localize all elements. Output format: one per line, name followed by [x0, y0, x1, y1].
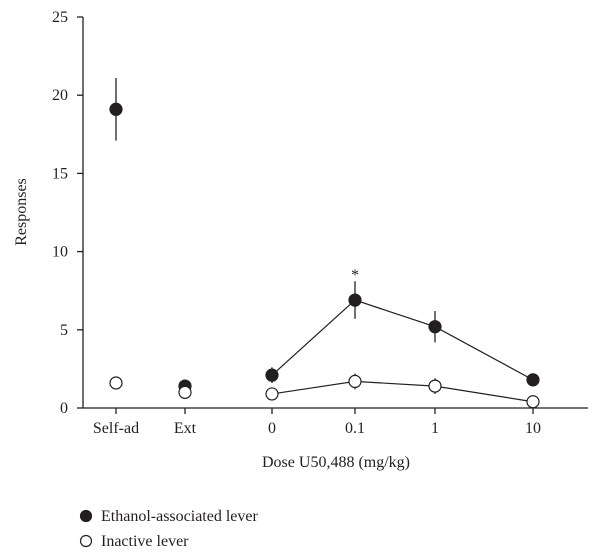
x-ticks: Self-ad Ext 0 0.1 1 10: [93, 408, 541, 437]
markers: [109, 102, 540, 409]
x-tick-label-0-1: 0.1: [345, 420, 365, 437]
y-ticks: 0 5 10 15 20 25: [52, 9, 83, 417]
y-tick-label-10: 10: [52, 244, 68, 261]
legend-label-inactive: Inactive lever: [101, 533, 189, 550]
point-ethanol-associated-lever-self-ad: [109, 102, 123, 116]
y-tick-label-0: 0: [60, 400, 68, 417]
point-inactive-lever-0: [265, 387, 279, 401]
y-tick-label-25: 25: [52, 9, 68, 26]
series-line-inactive-lever: [271, 380, 534, 403]
significance-annotation-0: *: [351, 267, 359, 284]
series-line-ethanol-associated-lever: [271, 299, 534, 381]
y-tick-label-5: 5: [60, 322, 68, 339]
legend-marker-ethanol-associated: [79, 509, 93, 523]
point-inactive-lever-self-ad: [109, 376, 123, 390]
axes: [82, 17, 588, 409]
point-ethanol-associated-lever-0-1: [348, 293, 362, 307]
point-ethanol-associated-lever-0: [265, 368, 279, 382]
point-ethanol-associated-lever-1: [428, 320, 442, 334]
x-tick-label-self-ad: Self-ad: [93, 420, 139, 437]
point-inactive-lever-1: [428, 379, 442, 393]
point-inactive-lever-ext: [178, 385, 192, 399]
annotations: *: [351, 267, 359, 284]
x-tick-label-ext: Ext: [174, 420, 197, 437]
y-axis-title: Responses: [13, 178, 30, 246]
x-axis-title: Dose U50,488 (mg/kg): [262, 454, 410, 471]
legend-marker-inactive: [79, 534, 93, 548]
y-tick-label-20: 20: [52, 87, 68, 104]
x-tick-label-10: 10: [525, 420, 541, 437]
point-ethanol-associated-lever-10: [526, 373, 540, 387]
x-tick-label-0: 0: [268, 420, 276, 437]
legend-label-ethanol-associated: Ethanol-associated lever: [101, 508, 258, 525]
series-lines: [271, 299, 534, 403]
legend: Ethanol-associated lever Inactive lever: [79, 508, 258, 550]
error-bars: [115, 77, 534, 404]
y-tick-label-15: 15: [52, 165, 68, 182]
x-tick-label-1: 1: [431, 420, 439, 437]
point-inactive-lever-0-1: [348, 374, 362, 389]
point-inactive-lever-10: [526, 395, 540, 409]
